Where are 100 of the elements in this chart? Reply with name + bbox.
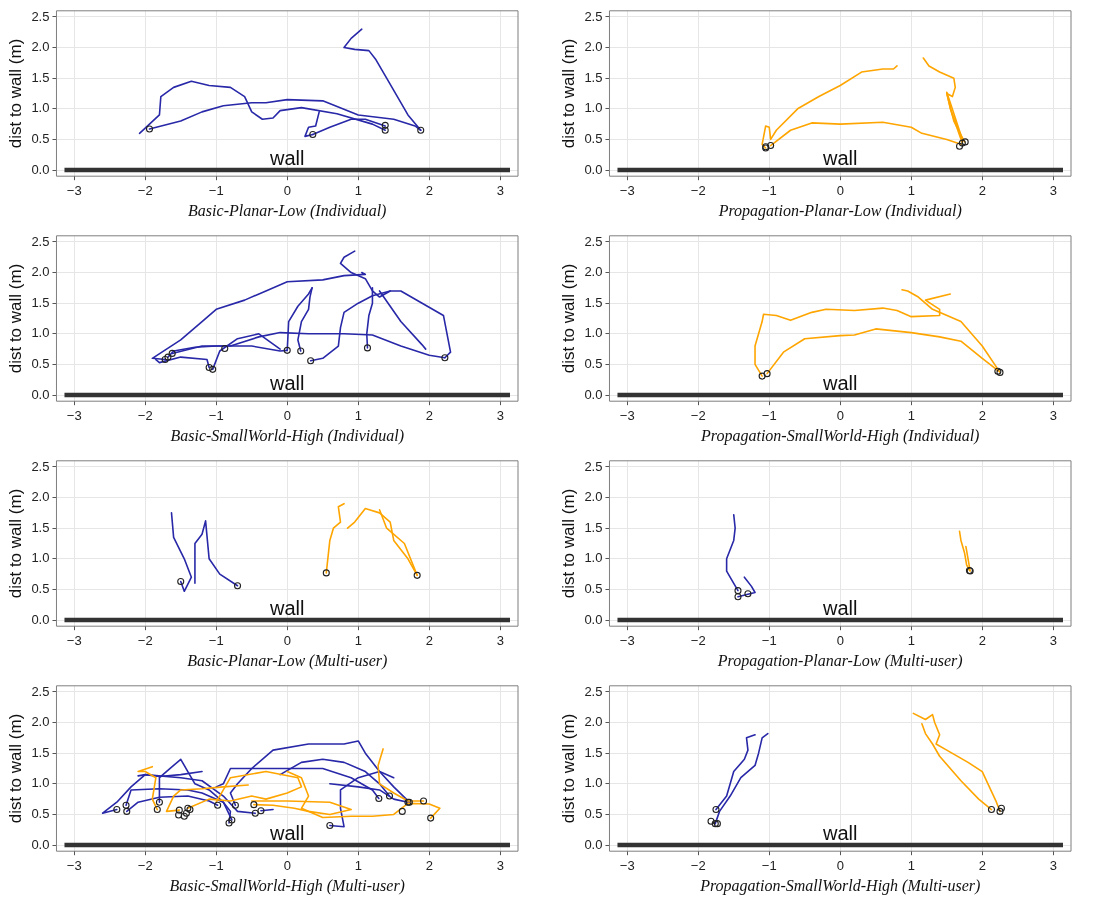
- y-tick-label: 0.0: [31, 386, 50, 402]
- y-tick-label: 2.5: [584, 8, 603, 24]
- x-tick-label: −3: [66, 182, 82, 198]
- x-tick-label: −1: [761, 407, 777, 423]
- y-axis-title: dist to wall (m): [5, 263, 25, 374]
- x-tick-label: 1: [354, 857, 362, 873]
- ref-line-label: wall: [269, 371, 305, 394]
- x-tick-label: 0: [283, 857, 291, 873]
- y-tick-label: 1.5: [31, 294, 50, 310]
- y-tick-label: 0.0: [584, 161, 603, 177]
- x-tick-label: 3: [496, 632, 504, 648]
- x-tick-label: −1: [761, 857, 777, 873]
- x-axis-title: Propagation-SmallWorld-High (Individual): [700, 426, 980, 445]
- y-tick-label: 0.5: [31, 581, 50, 597]
- y-tick-label: 2.0: [584, 489, 603, 505]
- y-tick-label: 2.5: [31, 683, 50, 699]
- y-tick-label: 0.5: [584, 131, 603, 147]
- x-tick-label: −3: [66, 632, 82, 648]
- ref-line-label: wall: [269, 821, 305, 844]
- x-tick-label: 1: [354, 632, 362, 648]
- y-tick-label: 2.5: [584, 233, 603, 249]
- y-tick-label: 2.5: [584, 458, 603, 474]
- x-tick-label: −3: [619, 407, 635, 423]
- y-tick-label: 2.0: [31, 264, 50, 280]
- y-tick-label: 0.0: [584, 611, 603, 627]
- x-tick-label: −2: [690, 632, 706, 648]
- x-tick-label: 0: [836, 857, 844, 873]
- y-tick-label: 0.0: [584, 386, 603, 402]
- x-tick-label: 2: [978, 857, 986, 873]
- ref-line-label: wall: [269, 596, 305, 619]
- x-tick-label: 0: [836, 407, 844, 423]
- x-tick-label: −2: [690, 407, 706, 423]
- x-tick-label: −2: [690, 857, 706, 873]
- x-axis-title: Propagation-Planar-Low (Individual): [717, 201, 962, 220]
- y-axis-title: dist to wall (m): [558, 713, 578, 824]
- x-tick-label: 1: [907, 857, 915, 873]
- x-tick-label: 0: [283, 632, 291, 648]
- x-tick-label: 0: [283, 407, 291, 423]
- y-tick-label: 0.0: [584, 836, 603, 852]
- x-tick-label: −1: [208, 407, 224, 423]
- y-tick-label: 1.5: [31, 69, 50, 85]
- x-tick-label: 2: [425, 407, 433, 423]
- y-tick-label: 0.5: [31, 356, 50, 372]
- x-tick-label: −2: [137, 407, 153, 423]
- x-tick-label: −2: [690, 182, 706, 198]
- x-tick-label: 0: [836, 182, 844, 198]
- y-tick-label: 2.5: [31, 233, 50, 249]
- y-tick-label: 0.0: [31, 161, 50, 177]
- x-tick-label: −3: [66, 857, 82, 873]
- y-tick-label: 0.0: [31, 611, 50, 627]
- x-axis-title: Propagation-Planar-Low (Multi-user): [716, 651, 963, 670]
- ref-line-label: wall: [822, 596, 858, 619]
- x-tick-label: −1: [761, 632, 777, 648]
- y-tick-label: 1.0: [584, 325, 603, 341]
- x-tick-label: 3: [496, 407, 504, 423]
- y-tick-label: 2.0: [31, 714, 50, 730]
- x-tick-label: −3: [66, 407, 82, 423]
- x-tick-label: 3: [1049, 857, 1057, 873]
- y-tick-label: 1.0: [31, 100, 50, 116]
- y-tick-label: 1.0: [584, 550, 603, 566]
- x-axis-title: Propagation-SmallWorld-High (Multi-user): [699, 876, 981, 895]
- ref-line-label: wall: [269, 146, 305, 169]
- x-tick-label: 2: [425, 182, 433, 198]
- y-tick-label: 1.5: [584, 744, 603, 760]
- y-tick-label: 1.0: [31, 775, 50, 791]
- x-tick-label: 0: [836, 632, 844, 648]
- y-axis-title: dist to wall (m): [558, 38, 578, 149]
- x-tick-label: 1: [354, 407, 362, 423]
- x-tick-label: −3: [619, 182, 635, 198]
- x-tick-label: 0: [283, 182, 291, 198]
- y-tick-label: 1.5: [584, 519, 603, 535]
- ref-line-label: wall: [822, 146, 858, 169]
- y-tick-label: 0.5: [584, 356, 603, 372]
- y-tick-label: 0.5: [31, 131, 50, 147]
- x-axis-title: Basic-Planar-Low (Multi-user): [187, 651, 388, 670]
- y-axis-title: dist to wall (m): [558, 488, 578, 599]
- x-tick-label: −1: [208, 632, 224, 648]
- y-tick-label: 0.5: [31, 806, 50, 822]
- y-tick-label: 2.0: [584, 39, 603, 55]
- y-tick-label: 0.5: [584, 806, 603, 822]
- x-tick-label: 3: [496, 182, 504, 198]
- y-tick-label: 1.5: [31, 519, 50, 535]
- y-axis-title: dist to wall (m): [5, 713, 25, 824]
- y-tick-label: 2.5: [584, 683, 603, 699]
- x-tick-label: −1: [208, 182, 224, 198]
- x-tick-label: −2: [137, 632, 153, 648]
- y-tick-label: 0.0: [31, 836, 50, 852]
- x-tick-label: 2: [425, 632, 433, 648]
- x-tick-label: −2: [137, 182, 153, 198]
- x-tick-label: 2: [978, 407, 986, 423]
- x-tick-label: 2: [978, 632, 986, 648]
- y-tick-label: 2.0: [31, 489, 50, 505]
- x-tick-label: 3: [1049, 182, 1057, 198]
- x-tick-label: 1: [907, 407, 915, 423]
- y-tick-label: 2.5: [31, 458, 50, 474]
- y-tick-label: 1.0: [584, 100, 603, 116]
- x-axis-title: Basic-SmallWorld-High (Individual): [170, 426, 405, 445]
- x-tick-label: 1: [907, 182, 915, 198]
- x-tick-label: 3: [496, 857, 504, 873]
- x-tick-label: −2: [137, 857, 153, 873]
